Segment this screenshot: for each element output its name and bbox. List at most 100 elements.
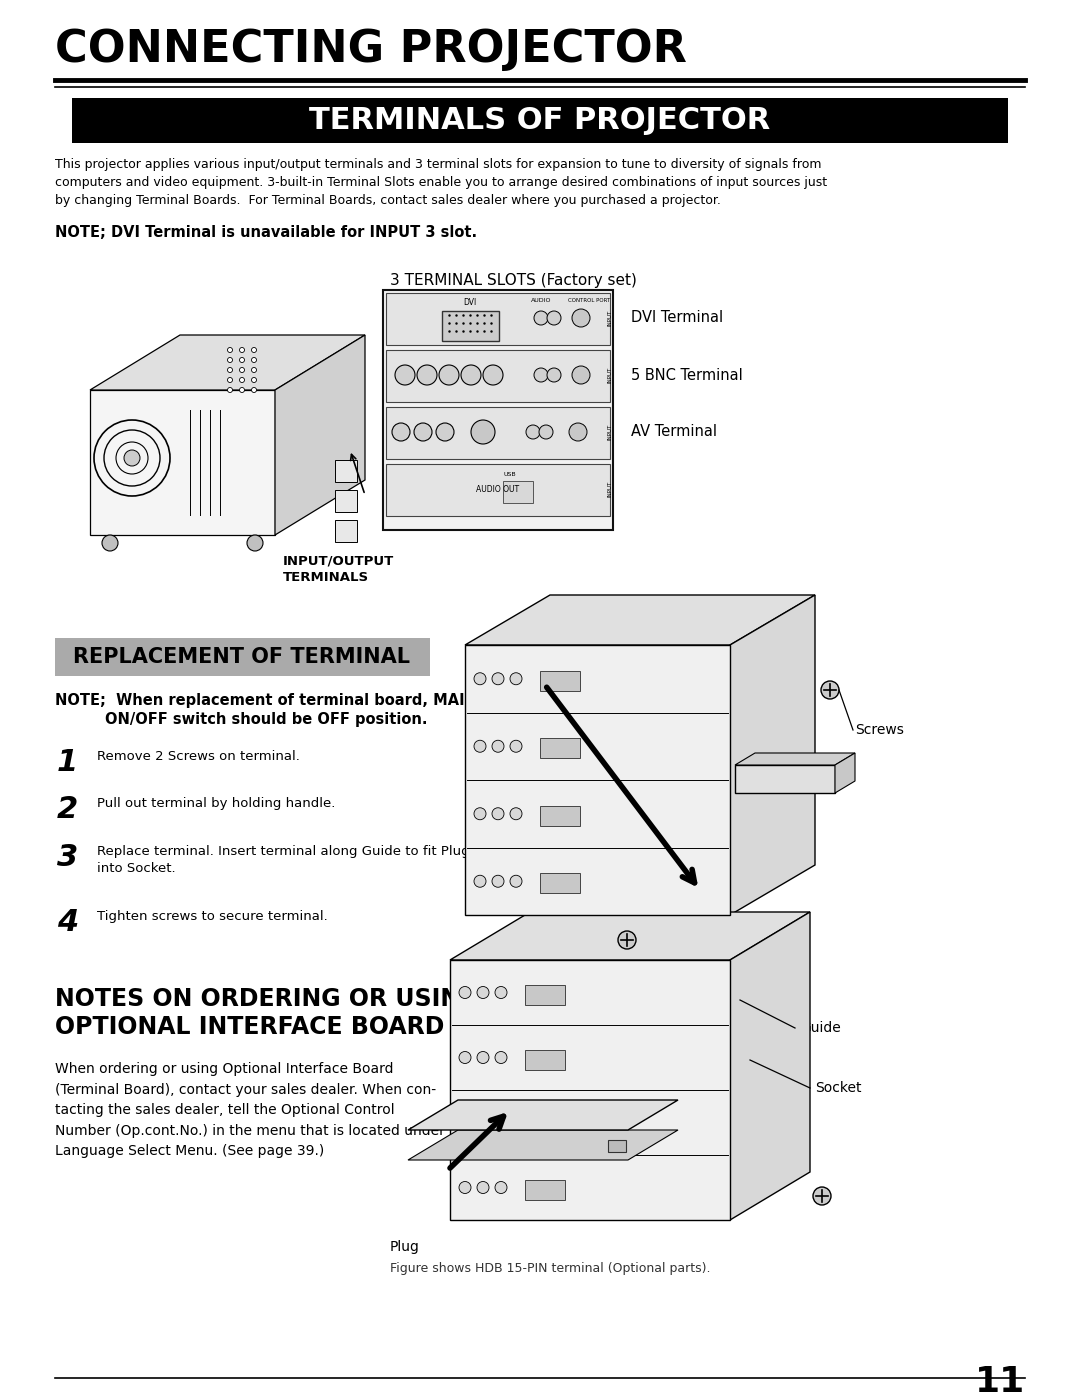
Polygon shape bbox=[465, 595, 815, 645]
Circle shape bbox=[474, 807, 486, 820]
Text: NOTE; DVI Terminal is unavailable for INPUT 3 slot.: NOTE; DVI Terminal is unavailable for IN… bbox=[55, 225, 477, 240]
Text: USB: USB bbox=[503, 472, 515, 476]
FancyBboxPatch shape bbox=[55, 638, 430, 676]
Circle shape bbox=[510, 807, 522, 820]
Polygon shape bbox=[450, 960, 730, 1220]
FancyBboxPatch shape bbox=[540, 671, 580, 690]
Text: AUDIO: AUDIO bbox=[531, 298, 552, 303]
Circle shape bbox=[240, 348, 244, 352]
Text: Plug: Plug bbox=[390, 1241, 420, 1255]
Circle shape bbox=[569, 423, 588, 441]
Text: TERMINALS OF PROJECTOR: TERMINALS OF PROJECTOR bbox=[309, 106, 771, 136]
Circle shape bbox=[417, 365, 437, 386]
Circle shape bbox=[252, 358, 257, 362]
FancyBboxPatch shape bbox=[503, 481, 534, 503]
Text: NOTE;  When replacement of terminal board, MAIN: NOTE; When replacement of terminal board… bbox=[55, 693, 477, 708]
Circle shape bbox=[240, 377, 244, 383]
Circle shape bbox=[483, 365, 503, 386]
Circle shape bbox=[526, 425, 540, 439]
Circle shape bbox=[813, 1187, 831, 1206]
Circle shape bbox=[124, 450, 140, 467]
Polygon shape bbox=[465, 645, 730, 915]
Polygon shape bbox=[835, 753, 855, 793]
FancyBboxPatch shape bbox=[386, 464, 610, 515]
Circle shape bbox=[492, 740, 504, 752]
Polygon shape bbox=[450, 912, 810, 960]
Circle shape bbox=[534, 367, 548, 381]
Text: OPTIONAL INTERFACE BOARD: OPTIONAL INTERFACE BOARD bbox=[55, 1016, 444, 1039]
Circle shape bbox=[477, 1052, 489, 1063]
FancyBboxPatch shape bbox=[72, 98, 1008, 142]
Circle shape bbox=[495, 1052, 507, 1063]
Circle shape bbox=[572, 366, 590, 384]
Text: ON/OFF switch should be OFF position.: ON/OFF switch should be OFF position. bbox=[105, 712, 428, 726]
Circle shape bbox=[474, 876, 486, 887]
Polygon shape bbox=[335, 460, 357, 482]
Circle shape bbox=[247, 535, 264, 550]
Text: 4: 4 bbox=[57, 908, 78, 937]
FancyBboxPatch shape bbox=[525, 1049, 565, 1070]
Circle shape bbox=[539, 425, 553, 439]
FancyBboxPatch shape bbox=[386, 293, 610, 345]
Polygon shape bbox=[735, 766, 835, 793]
Circle shape bbox=[228, 367, 232, 373]
Circle shape bbox=[228, 377, 232, 383]
Circle shape bbox=[240, 387, 244, 393]
Text: REPLACEMENT OF TERMINAL: REPLACEMENT OF TERMINAL bbox=[73, 647, 410, 666]
Text: AUDIO OUT: AUDIO OUT bbox=[476, 485, 519, 493]
Circle shape bbox=[492, 876, 504, 887]
FancyBboxPatch shape bbox=[386, 351, 610, 402]
Circle shape bbox=[510, 673, 522, 685]
Circle shape bbox=[459, 1116, 471, 1129]
FancyBboxPatch shape bbox=[525, 985, 565, 1004]
Circle shape bbox=[495, 986, 507, 999]
Circle shape bbox=[228, 387, 232, 393]
FancyBboxPatch shape bbox=[525, 1179, 565, 1200]
Circle shape bbox=[395, 365, 415, 386]
Text: When ordering or using Optional Interface Board
(Terminal Board), contact your s: When ordering or using Optional Interfac… bbox=[55, 1062, 445, 1158]
Text: 2: 2 bbox=[57, 795, 78, 824]
Circle shape bbox=[534, 312, 548, 326]
Circle shape bbox=[438, 365, 459, 386]
Text: 5 BNC Terminal: 5 BNC Terminal bbox=[631, 367, 743, 383]
Text: 11: 11 bbox=[975, 1365, 1025, 1397]
Text: Replace terminal. Insert terminal along Guide to fit Plug
into Socket.: Replace terminal. Insert terminal along … bbox=[97, 845, 470, 875]
Text: AV Terminal: AV Terminal bbox=[631, 425, 717, 440]
FancyBboxPatch shape bbox=[383, 291, 613, 529]
Circle shape bbox=[546, 367, 561, 381]
FancyBboxPatch shape bbox=[540, 806, 580, 826]
Text: 3: 3 bbox=[57, 842, 78, 872]
Circle shape bbox=[572, 309, 590, 327]
Text: 1: 1 bbox=[57, 747, 78, 777]
Circle shape bbox=[492, 807, 504, 820]
Polygon shape bbox=[335, 490, 357, 511]
Polygon shape bbox=[335, 520, 357, 542]
Circle shape bbox=[436, 423, 454, 441]
FancyBboxPatch shape bbox=[442, 312, 499, 341]
Circle shape bbox=[495, 1182, 507, 1193]
Text: Screws: Screws bbox=[855, 724, 904, 738]
Circle shape bbox=[492, 673, 504, 685]
FancyBboxPatch shape bbox=[386, 407, 610, 460]
Circle shape bbox=[477, 986, 489, 999]
Text: DVI Terminal: DVI Terminal bbox=[631, 310, 724, 326]
FancyBboxPatch shape bbox=[608, 1140, 626, 1153]
Text: INPUT: INPUT bbox=[607, 310, 612, 326]
Text: TERMINALS: TERMINALS bbox=[283, 571, 369, 584]
Text: DVI: DVI bbox=[463, 298, 476, 307]
Circle shape bbox=[474, 673, 486, 685]
Text: Socket: Socket bbox=[815, 1081, 862, 1095]
Text: 3 TERMINAL SLOTS (Factory set): 3 TERMINAL SLOTS (Factory set) bbox=[390, 272, 637, 288]
FancyBboxPatch shape bbox=[540, 738, 580, 759]
Circle shape bbox=[495, 1116, 507, 1129]
Text: INPUT/OUTPUT: INPUT/OUTPUT bbox=[283, 555, 394, 569]
Circle shape bbox=[414, 423, 432, 441]
Circle shape bbox=[252, 387, 257, 393]
Text: CONTROL PORT: CONTROL PORT bbox=[568, 298, 610, 303]
Text: NOTES ON ORDERING OR USING: NOTES ON ORDERING OR USING bbox=[55, 988, 480, 1011]
Circle shape bbox=[618, 930, 636, 949]
Circle shape bbox=[474, 740, 486, 752]
Circle shape bbox=[252, 367, 257, 373]
Text: Figure shows HDB 15-PIN terminal (Optional parts).: Figure shows HDB 15-PIN terminal (Option… bbox=[390, 1261, 711, 1275]
Circle shape bbox=[228, 348, 232, 352]
